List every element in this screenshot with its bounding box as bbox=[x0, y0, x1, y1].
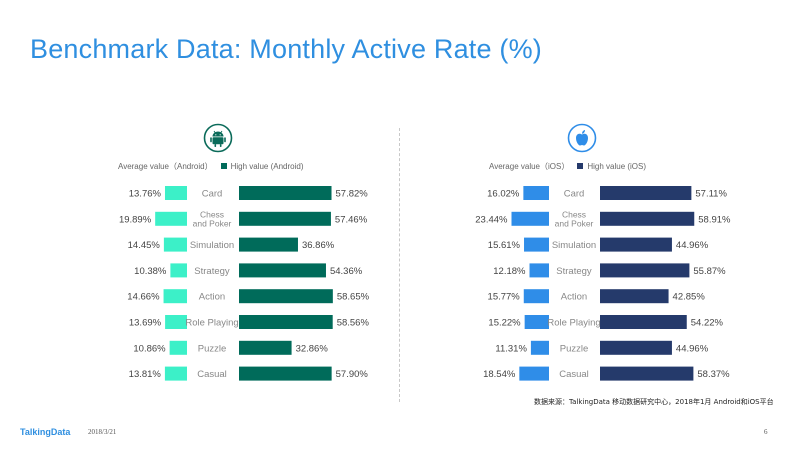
android-category-label: Card bbox=[202, 189, 223, 200]
android-high-bar bbox=[239, 289, 333, 304]
ios-avg-label: 18.54% bbox=[483, 369, 516, 380]
android-avg-bar bbox=[155, 211, 187, 226]
android-category-label: Strategy bbox=[194, 266, 230, 277]
android-legend-avg-label: Average value（Android） bbox=[118, 162, 213, 171]
ios-high-label: 44.96% bbox=[676, 240, 709, 251]
ios-high-label: 58.37% bbox=[697, 369, 730, 380]
ios-high-bar bbox=[600, 366, 694, 381]
android-category-label: Casual bbox=[197, 369, 227, 380]
ios-high-bar bbox=[600, 340, 672, 355]
ios-avg-label: 15.77% bbox=[488, 292, 521, 303]
android-avg-bar bbox=[164, 366, 187, 381]
android-legend-high-label: High value (Android) bbox=[230, 162, 304, 171]
ios-legend: Average value（iOS） High value (iOS) bbox=[489, 161, 646, 172]
android-high-label: 57.90% bbox=[336, 369, 369, 380]
page-title: Benchmark Data: Monthly Active Rate (%) bbox=[30, 34, 542, 64]
ios-legend-high-label: High value (iOS) bbox=[587, 162, 647, 171]
ios-legend-avg-label: Average value（iOS） bbox=[489, 162, 570, 171]
ios-high-bar bbox=[600, 211, 695, 226]
ios-legend-high-swatch bbox=[577, 163, 584, 169]
ios-avg-label: 23.44% bbox=[475, 214, 508, 225]
android-legend: Average value（Android） High value (Androi… bbox=[118, 161, 304, 172]
ios-category-label: Chess and Poker bbox=[555, 209, 594, 228]
android-high-label: 54.36% bbox=[330, 266, 363, 277]
android-high-label: 58.56% bbox=[337, 318, 370, 329]
android-avg-label: 13.81% bbox=[129, 369, 162, 380]
footer-date: 2018/3/21 bbox=[88, 428, 117, 436]
android-avg-label: 14.45% bbox=[128, 240, 161, 251]
apple-icon bbox=[567, 123, 597, 153]
ios-avg-label: 11.31% bbox=[495, 343, 527, 354]
ios-high-label: 57.11% bbox=[695, 189, 727, 200]
ios-high-label: 55.87% bbox=[693, 266, 726, 277]
ios-category-label: Role Playing bbox=[547, 318, 600, 329]
android-icon bbox=[203, 123, 233, 153]
ios-high-label: 42.85% bbox=[673, 292, 706, 303]
ios-avg-bar bbox=[524, 237, 549, 252]
android-avg-label: 10.38% bbox=[134, 266, 167, 277]
ios-avg-bar bbox=[511, 211, 549, 226]
ios-high-bar bbox=[600, 237, 672, 252]
android-avg-label: 19.89% bbox=[119, 214, 152, 225]
android-high-bar bbox=[239, 211, 331, 226]
ios-avg-bar bbox=[523, 186, 549, 200]
ios-avg-label: 16.02% bbox=[487, 189, 520, 200]
android-high-bar bbox=[239, 366, 332, 381]
ios-avg-label: 15.61% bbox=[488, 240, 521, 251]
ios-avg-bar bbox=[530, 340, 549, 355]
android-category-label: Action bbox=[199, 292, 225, 303]
ios-high-bar bbox=[600, 186, 692, 200]
ios-category-label: Casual bbox=[559, 369, 589, 380]
android-avg-label: 13.69% bbox=[129, 318, 162, 329]
android-avg-bar bbox=[163, 237, 187, 252]
android-category-label: Simulation bbox=[190, 240, 234, 251]
ios-high-bar bbox=[600, 289, 669, 304]
android-avg-label: 10.86% bbox=[133, 343, 166, 354]
ios-avg-bar bbox=[523, 289, 549, 304]
ios-category-label: Card bbox=[564, 189, 585, 200]
android-avg-bar bbox=[170, 263, 187, 278]
android-category-label: Role Playing bbox=[185, 318, 238, 329]
ios-avg-bar bbox=[529, 263, 549, 278]
android-category-label: Puzzle bbox=[198, 343, 227, 354]
page-number: 6 bbox=[764, 428, 768, 436]
android-high-bar bbox=[239, 186, 332, 200]
ios-high-bar bbox=[600, 315, 687, 329]
android-avg-bar bbox=[165, 315, 187, 329]
ios-avg-bar bbox=[524, 315, 549, 329]
ios-category-label: Simulation bbox=[552, 240, 596, 251]
ios-category-label: Strategy bbox=[556, 266, 592, 277]
source-note: 数据来源：TalkingData 移动数据研究中心，2018年1月 Androi… bbox=[534, 398, 774, 406]
ios-category-label: Puzzle bbox=[560, 343, 589, 354]
android-avg-bar bbox=[169, 340, 187, 355]
android-high-label: 58.65% bbox=[337, 292, 370, 303]
android-high-label: 57.82% bbox=[336, 189, 369, 200]
brand-logo: TalkingData bbox=[20, 427, 71, 437]
ios-high-label: 54.22% bbox=[691, 318, 724, 329]
android-high-label: 36.86% bbox=[302, 240, 335, 251]
android-legend-high-swatch bbox=[220, 163, 227, 169]
android-high-label: 32.86% bbox=[296, 343, 329, 354]
android-high-label: 57.46% bbox=[335, 214, 368, 225]
android-high-bar bbox=[239, 263, 326, 278]
ios-high-label: 58.91% bbox=[698, 214, 731, 225]
android-category-label: Chess and Poker bbox=[193, 209, 232, 228]
ios-avg-bar bbox=[519, 366, 549, 381]
ios-avg-label: 15.22% bbox=[488, 318, 521, 329]
android-avg-bar bbox=[163, 289, 187, 304]
ios-high-label: 44.96% bbox=[676, 343, 709, 354]
android-avg-bar bbox=[164, 186, 187, 200]
ios-high-bar bbox=[600, 263, 690, 278]
android-high-bar bbox=[239, 315, 333, 329]
android-high-bar bbox=[239, 340, 292, 355]
android-avg-label: 13.76% bbox=[129, 189, 162, 200]
panel-divider bbox=[399, 128, 400, 402]
ios-avg-label: 12.18% bbox=[493, 266, 526, 277]
android-avg-label: 14.66% bbox=[127, 292, 160, 303]
android-high-bar bbox=[239, 237, 298, 252]
ios-category-label: Action bbox=[561, 292, 587, 303]
